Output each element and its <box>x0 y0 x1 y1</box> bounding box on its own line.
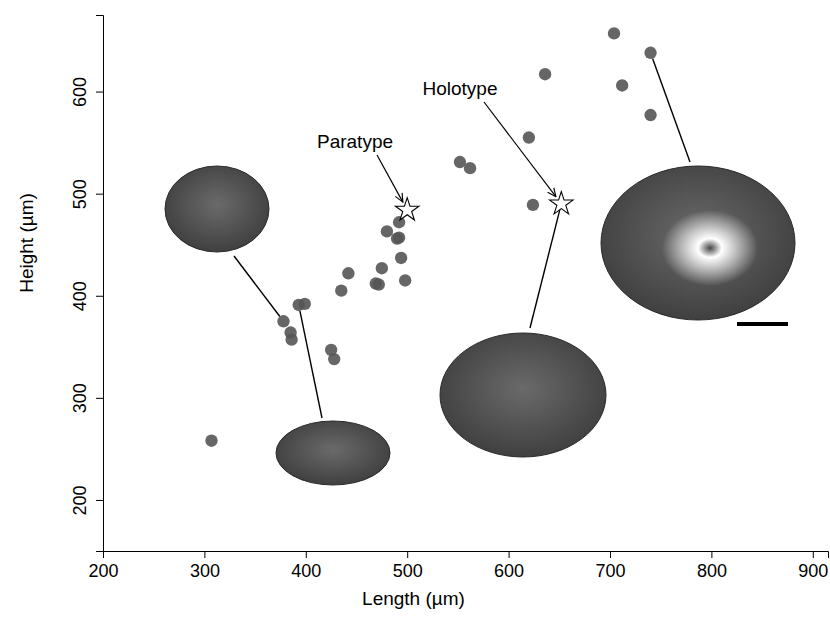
annotation-label: Paratype <box>317 131 393 152</box>
y-tick: 400 <box>70 281 103 311</box>
specimen-photo <box>165 166 269 252</box>
x-tick-label: 200 <box>88 561 118 581</box>
x-tick-label: 700 <box>595 561 625 581</box>
x-tick-mark <box>509 551 510 558</box>
y-axis-line <box>96 16 104 552</box>
annotation-arrow <box>484 102 556 197</box>
x-tick: 400 <box>291 551 321 581</box>
data-point <box>393 231 405 243</box>
specimen-photo <box>440 333 606 457</box>
x-tick-mark <box>610 551 611 558</box>
data-point <box>608 27 620 39</box>
x-tick-mark <box>407 551 408 558</box>
specimen-photo <box>601 166 795 320</box>
data-point <box>399 274 411 286</box>
data-point <box>464 162 476 174</box>
x-tick-label: 400 <box>291 561 321 581</box>
photo-highlight <box>662 210 758 286</box>
data-point <box>616 79 628 91</box>
leader-line <box>234 256 280 317</box>
data-point <box>299 298 311 310</box>
y-tick-label: 200 <box>70 485 90 515</box>
data-point <box>205 435 217 447</box>
data-point <box>277 315 289 327</box>
specimen-photo <box>276 421 390 485</box>
type-specimen <box>550 192 573 214</box>
y-tick: 600 <box>70 77 103 107</box>
data-point <box>523 131 535 143</box>
y-tick-label: 500 <box>70 179 90 209</box>
x-tick: 700 <box>595 551 625 581</box>
x-axis: 200 300 400 500 600 700 800 900 <box>88 551 828 581</box>
x-tick-label: 900 <box>798 561 828 581</box>
specimen-photos <box>165 58 795 485</box>
y-tick-label: 300 <box>70 383 90 413</box>
x-tick-label: 800 <box>697 561 727 581</box>
data-point <box>335 284 347 296</box>
annotation-label: Holotype <box>423 78 498 99</box>
y-tick-mark <box>96 500 103 501</box>
data-point <box>342 267 354 279</box>
x-tick: 900 <box>798 551 828 581</box>
data-point <box>395 252 407 264</box>
plot-area <box>205 27 656 447</box>
data-point <box>644 47 656 59</box>
x-tick-mark <box>813 551 814 558</box>
data-point <box>527 199 539 211</box>
x-tick-mark <box>204 551 205 558</box>
x-tick: 500 <box>393 551 423 581</box>
x-axis-line <box>104 552 829 559</box>
y-tick-mark <box>96 92 103 93</box>
y-tick-mark <box>96 398 103 399</box>
data-point <box>328 353 340 365</box>
data-point <box>373 278 385 290</box>
scale-bar <box>737 322 788 326</box>
y-tick-mark <box>96 296 103 297</box>
x-tick: 600 <box>494 551 524 581</box>
x-tick-label: 500 <box>393 561 423 581</box>
x-tick: 200 <box>88 551 118 581</box>
data-point <box>376 262 388 274</box>
x-tick-mark <box>306 551 307 558</box>
x-tick: 300 <box>190 551 220 581</box>
y-tick-mark <box>96 194 103 195</box>
x-tick-mark <box>103 551 104 558</box>
data-point <box>644 109 656 121</box>
y-axis-title: Height (µm) <box>16 193 37 293</box>
y-tick: 200 <box>70 485 103 515</box>
y-tick-label: 600 <box>70 77 90 107</box>
y-tick: 300 <box>70 383 103 413</box>
x-tick-label: 300 <box>190 561 220 581</box>
x-tick-mark <box>711 551 712 558</box>
type-specimen <box>395 198 418 220</box>
x-axis-title: Length (µm) <box>362 588 465 609</box>
leader-line <box>530 210 560 328</box>
data-point <box>285 333 297 345</box>
leader-line <box>300 311 322 418</box>
y-tick: 500 <box>70 179 103 209</box>
annotation-arrow <box>377 155 403 202</box>
y-axis: 200 300 400 500 600 <box>70 16 104 552</box>
leader-line <box>653 58 690 162</box>
data-point <box>381 225 393 237</box>
chart: 200 300 400 500 600 700 800 900 200 300 400 500 600 L… <box>0 0 830 637</box>
x-tick: 800 <box>697 551 727 581</box>
y-tick-label: 400 <box>70 281 90 311</box>
x-tick-label: 600 <box>494 561 524 581</box>
data-point <box>539 68 551 80</box>
